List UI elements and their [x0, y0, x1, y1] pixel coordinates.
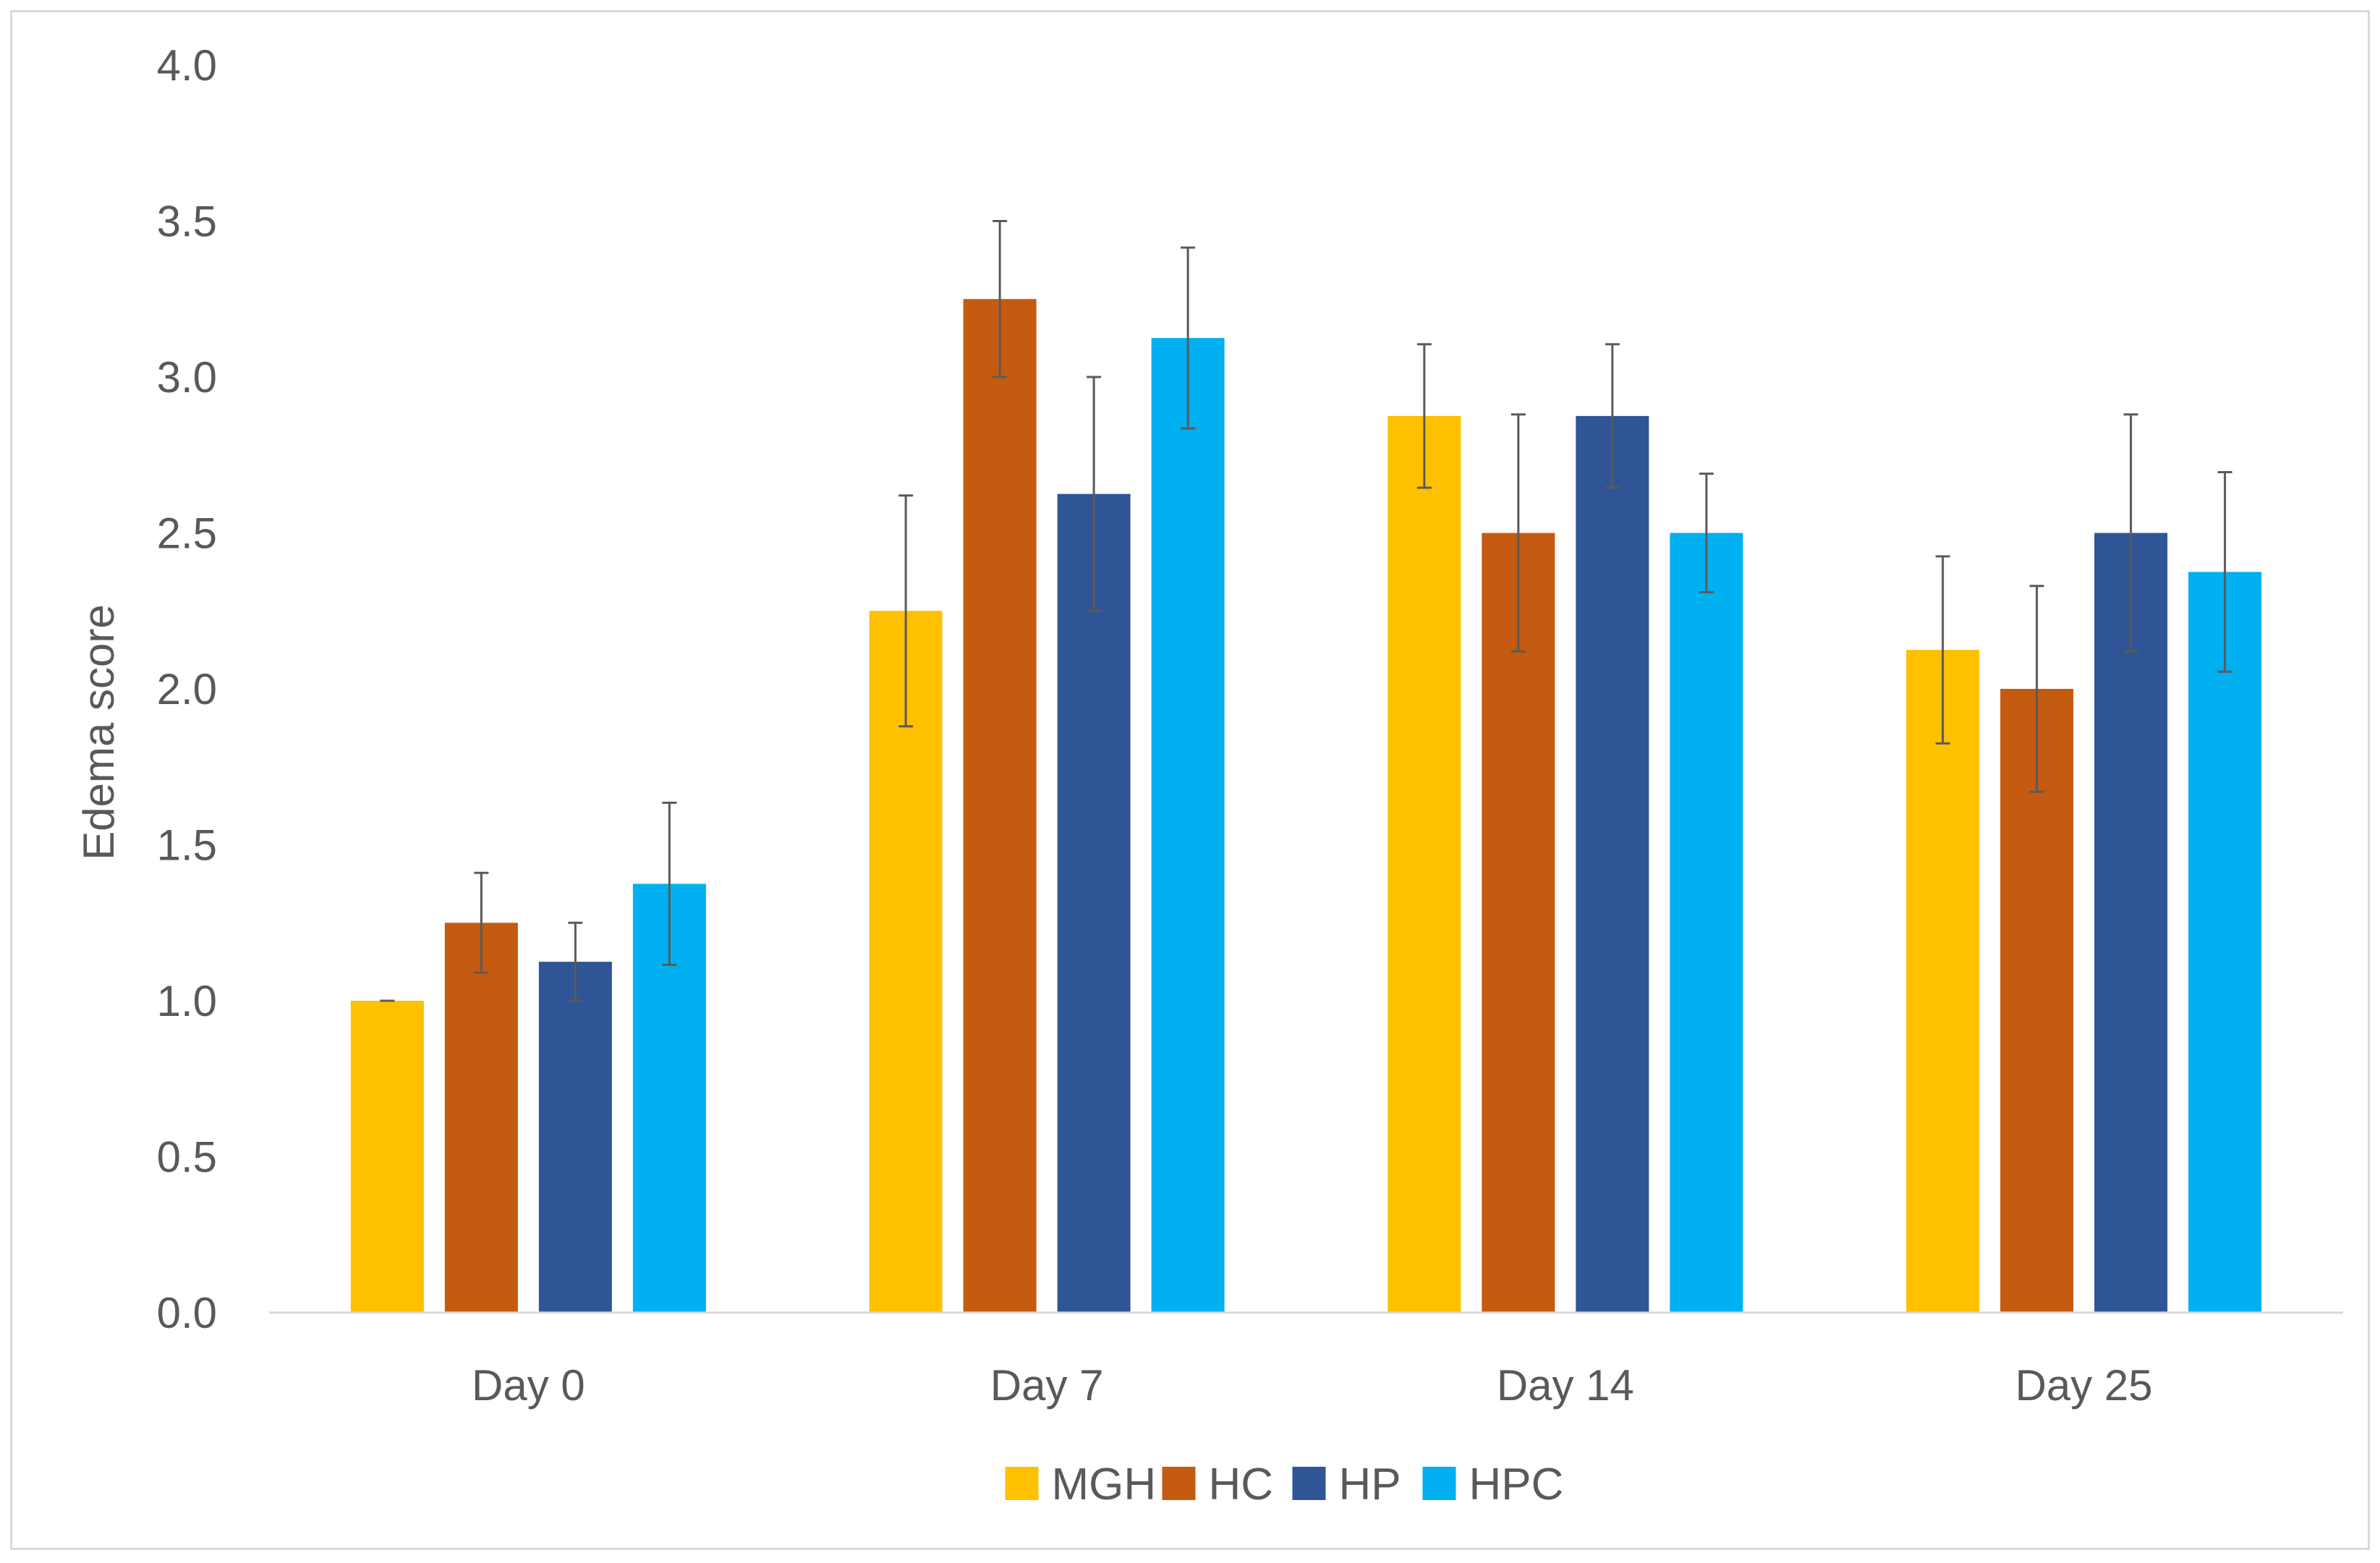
legend-item-hp: HP — [1292, 1460, 1401, 1509]
bar-chart: 0.00.51.01.52.02.53.03.54.0 Day 0 Day 7 Da… — [75, 41, 2343, 1509]
error-bar-hpc-day-0 — [662, 801, 677, 966]
legend: MGH HC HP HPC — [1005, 1460, 1564, 1509]
bar-mgh-day-7 — [869, 611, 943, 1313]
x-tick-label: Day 0 — [472, 1361, 585, 1410]
legend-swatch — [1292, 1467, 1326, 1500]
x-axis-ticks: Day 0 Day 7 Day 14 Day 25 — [472, 1361, 2153, 1410]
x-tick-label: Day 25 — [2015, 1361, 2153, 1410]
legend-item-hc: HC — [1162, 1460, 1274, 1509]
bar-hp-day-25 — [2094, 533, 2168, 1313]
bar-hc-day-14 — [1482, 533, 1555, 1313]
error-bar-mgh-day-7 — [898, 494, 914, 728]
bars-layer — [350, 299, 2262, 1313]
legend-swatch — [1422, 1467, 1456, 1500]
legend-label: HPC — [1469, 1460, 1564, 1509]
error-bar-hp-day-14 — [1605, 343, 1620, 489]
bar-hp-day-7 — [1057, 494, 1131, 1313]
error-bar-hp-day-25 — [2123, 413, 2138, 653]
legend-item-hpc: HPC — [1422, 1460, 1564, 1509]
error-bar-hc-day-25 — [2029, 585, 2044, 793]
y-tick-label: 2.5 — [157, 509, 217, 558]
bar-hpc-day-25 — [2188, 572, 2262, 1313]
error-bar-hp-day-7 — [1087, 376, 1102, 612]
legend-item-mgh: MGH — [1005, 1460, 1157, 1509]
y-tick-label: 3.5 — [157, 198, 217, 246]
error-bar-hpc-day-7 — [1181, 246, 1196, 430]
error-bars-layer — [380, 220, 2232, 1002]
bar-hp-day-14 — [1576, 415, 1649, 1313]
error-bar-mgh-day-25 — [1935, 555, 1950, 745]
error-bar-hc-day-14 — [1510, 413, 1526, 653]
error-bar-hc-day-7 — [993, 220, 1008, 378]
legend-swatch — [1162, 1467, 1196, 1500]
y-tick-label: 1.0 — [157, 977, 217, 1025]
y-tick-label: 3.0 — [157, 353, 217, 402]
y-tick-label: 0.0 — [157, 1289, 217, 1337]
bar-hpc-day-7 — [1151, 338, 1225, 1313]
y-tick-label: 1.5 — [157, 821, 217, 870]
bar-hc-day-0 — [444, 923, 518, 1313]
bar-hp-day-0 — [538, 962, 612, 1313]
y-tick-label: 2.0 — [157, 665, 217, 713]
error-bar-hpc-day-25 — [2217, 470, 2232, 673]
error-bar-hc-day-0 — [474, 871, 489, 974]
bar-mgh-day-0 — [350, 1001, 424, 1313]
legend-label: MGH — [1052, 1460, 1157, 1509]
x-tick-label: Day 14 — [1497, 1361, 1634, 1410]
error-bar-hpc-day-14 — [1699, 473, 1714, 593]
bar-hc-day-7 — [963, 299, 1037, 1313]
bar-hpc-day-14 — [1670, 533, 1743, 1313]
x-tick-label: Day 7 — [990, 1361, 1104, 1410]
y-tick-label: 4.0 — [157, 41, 217, 90]
bar-mgh-day-25 — [1906, 650, 1980, 1313]
chart-frame: 0.0 0.5 1.0 1.5 2.0 2.5 3.0 3.5 4.0 Day 0 Day 7 Da… — [10, 10, 2370, 1550]
y-axis-title: Edema score — [75, 604, 123, 860]
legend-label: HC — [1209, 1460, 1274, 1509]
legend-swatch — [1005, 1467, 1039, 1500]
y-axis-ticks: 0.0 0.5 1.0 1.5 2.0 2.5 3.0 3.5 4.0 — [157, 41, 217, 1337]
y-tick-label: 0.5 — [157, 1133, 217, 1182]
legend-label: HP — [1339, 1460, 1401, 1509]
error-bar-hp-day-0 — [568, 921, 583, 1002]
error-bar-mgh-day-14 — [1416, 343, 1432, 489]
bar-mgh-day-14 — [1387, 415, 1461, 1313]
